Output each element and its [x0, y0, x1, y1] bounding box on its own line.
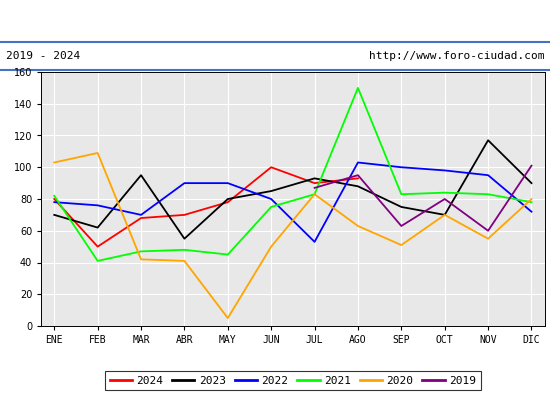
Text: 2019 - 2024: 2019 - 2024 [6, 51, 80, 61]
Text: Evolucion Nº Turistas Extranjeros en el municipio de Cabra del Santo Cristo: Evolucion Nº Turistas Extranjeros en el … [0, 14, 550, 28]
Legend: 2024, 2023, 2022, 2021, 2020, 2019: 2024, 2023, 2022, 2021, 2020, 2019 [105, 372, 481, 390]
Text: http://www.foro-ciudad.com: http://www.foro-ciudad.com [369, 51, 544, 61]
